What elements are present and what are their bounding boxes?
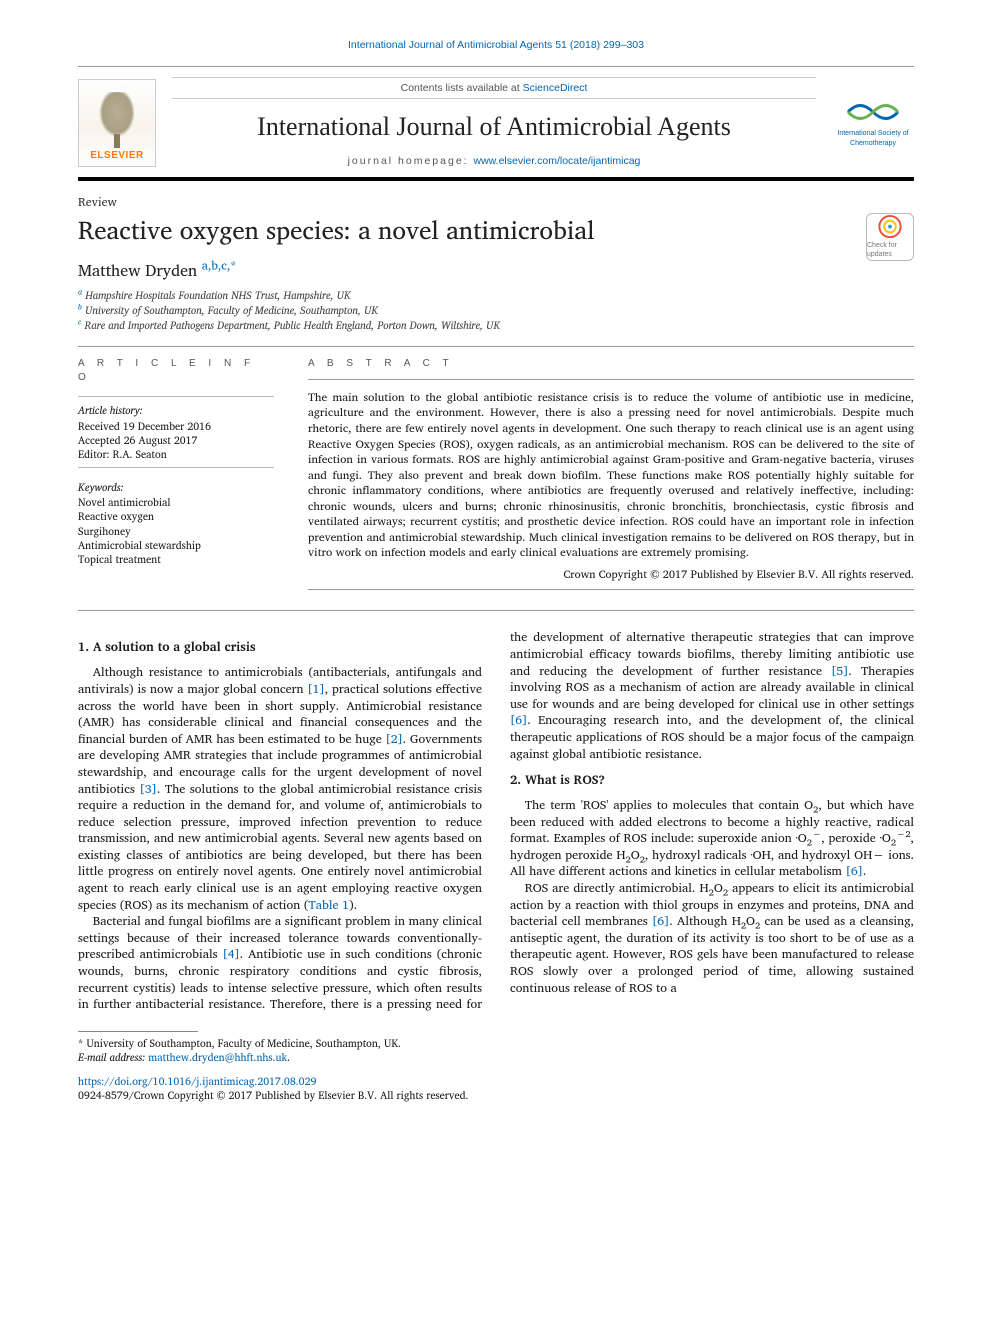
doi-block: https://doi.org/10.1016/j.ijantimicag.20… [78,1074,914,1102]
isc-logo-icon [846,97,900,127]
section-rule [78,346,914,347]
body-paragraph: ROS are directly antimicrobial. H2O2 app… [510,880,914,996]
section-2-heading: 2. What is ROS? [510,772,914,789]
keywords-label: Keywords: [78,480,274,494]
affil-mark-b: b [78,302,82,314]
body-paragraph: Although resistance to antimicrobials (a… [78,664,482,913]
body-paragraph: The term 'ROS' applies to molecules that… [510,797,914,880]
contents-available-line: Contents lists available at ScienceDirec… [172,77,816,99]
affil-mark-a: a [78,287,82,299]
abstract-copyright: Crown Copyright © 2017 Published by Else… [308,567,914,582]
journal-homepage-link[interactable]: www.elsevier.com/locate/ijantimicag [474,155,641,167]
superscript: −2 [896,827,910,842]
superscript: − [812,827,821,842]
section-1-heading: 1. A solution to a global crisis [78,639,482,656]
journal-name: International Journal of Antimicrobial A… [172,109,816,144]
abstract-bottom-rule [308,589,914,590]
text-run: . [287,1048,290,1066]
author-affil-marks: a,b,c,* [202,256,236,275]
article-info-row: A R T I C L E I N F O Article history: R… [78,357,914,590]
editor-line: Editor: R.A. Seaton [78,447,274,461]
author-text: Matthew Dryden [78,258,202,284]
abstract-text: The main solution to the global antibiot… [308,390,914,561]
footnote-rule [78,1031,198,1032]
issn-copyright-line: 0924-8579/Crown Copyright © 2017 Publish… [78,1088,914,1102]
society-logo: International Society of Chemotherapy [832,93,914,153]
journal-homepage-line: journal homepage: www.elsevier.com/locat… [172,154,816,168]
body-columns: 1. A solution to a global crisis Althoug… [78,629,914,1012]
body-top-rule [78,610,914,611]
homepage-label: journal homepage: [348,155,474,167]
affiliation-c: Rare and Imported Pathogens Department, … [85,316,501,334]
abstract-column: A B S T R A C T The main solution to the… [308,357,914,590]
author-email-link[interactable]: matthew.dryden@hhft.nhs.uk [148,1048,287,1066]
email-label: E-mail address: [78,1048,148,1066]
keywords-list: Novel antimicrobial Reactive oxygen Surg… [78,495,274,566]
crossmark-badge[interactable]: Check for updates [866,213,914,261]
masthead: ELSEVIER Contents lists available at Sci… [78,66,914,180]
article-title: Reactive oxygen species: a novel antimic… [78,213,854,247]
running-head: International Journal of Antimicrobial A… [78,38,914,52]
elsevier-tree-icon [94,92,140,144]
text-run: . The solutions to the global antimicrob… [78,779,482,915]
history-label: Article history: [78,403,274,417]
crossmark-icon [877,214,903,239]
society-name-1: International Society of [837,129,908,138]
corresponding-footnote: * University of Southampton, Faculty of … [78,1036,914,1064]
article-info-heading: A R T I C L E I N F O [78,357,274,384]
affil-mark-c: c [78,316,81,328]
article-info-column: A R T I C L E I N F O Article history: R… [78,357,274,590]
keyword-item: Topical treatment [78,552,274,566]
article-history: Article history: Received 19 December 20… [78,396,274,468]
abstract-heading: A B S T R A C T [308,357,914,371]
crossmark-label: Check for updates [867,241,913,260]
publisher-brand: ELSEVIER [90,149,143,163]
abstract-top-rule [308,379,914,380]
publisher-logo: ELSEVIER [78,79,156,167]
sciencedirect-link[interactable]: ScienceDirect [523,82,588,94]
society-name-2: Chemotherapy [850,139,896,148]
text-run: . Encouraging research into, and the dev… [510,710,914,763]
author-name: Matthew Dryden a,b,c,* [78,261,914,283]
affiliations: a Hampshire Hospitals Foundation NHS Tru… [78,288,914,332]
contents-prefix: Contents lists available at [401,82,523,94]
